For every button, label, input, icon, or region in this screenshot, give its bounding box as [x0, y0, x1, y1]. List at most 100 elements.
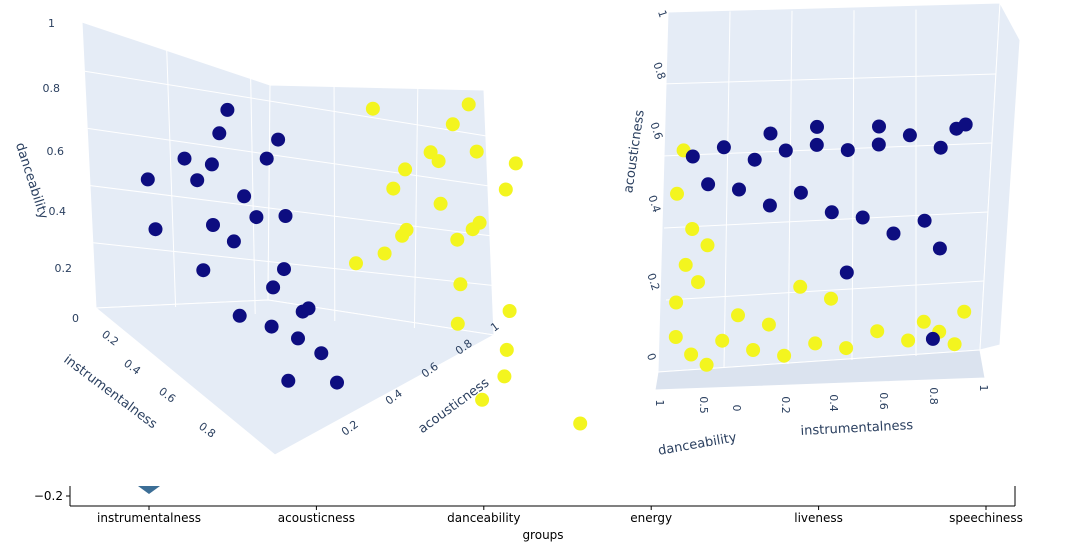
- data-point: [212, 126, 227, 141]
- data-point: [499, 342, 514, 357]
- data-point: [301, 301, 316, 316]
- data-point: [716, 140, 731, 155]
- data-point: [450, 316, 465, 331]
- data-point: [204, 157, 219, 172]
- data-point: [423, 145, 438, 160]
- data-point: [377, 246, 392, 261]
- z-tick-label: 0.6: [47, 145, 65, 158]
- data-point: [196, 263, 211, 278]
- x-tick-label: instrumentalness: [97, 511, 201, 525]
- data-point: [957, 304, 972, 319]
- data-point: [271, 132, 286, 147]
- z-tick-label: 1: [48, 17, 55, 30]
- x-tick-label: 0.4: [121, 357, 143, 378]
- x-tick-label: speechiness: [949, 511, 1023, 525]
- y-tick-label: 1: [653, 400, 666, 407]
- z-tick-label: 0: [644, 352, 659, 363]
- z-tick-label: 0: [72, 312, 79, 325]
- data-point: [870, 324, 885, 339]
- x-axis-label: groups: [522, 528, 563, 542]
- x-tick-label: 0.8: [196, 420, 218, 441]
- grid-line: [529, 131, 539, 370]
- data-point: [266, 280, 281, 295]
- side-wall: [979, 1, 1021, 351]
- data-point: [264, 319, 279, 334]
- grid-line: [565, 173, 575, 404]
- x-tick-label: energy: [630, 511, 672, 525]
- data-point: [433, 196, 448, 211]
- data-point: [872, 119, 886, 134]
- y-tick-label: 0.2: [339, 418, 361, 439]
- data-point: [763, 126, 778, 141]
- data-point: [839, 265, 854, 280]
- data-point: [855, 210, 870, 225]
- data-point: [902, 128, 917, 143]
- grid-line: [90, 185, 498, 238]
- data-point: [508, 156, 523, 171]
- z-tick-label: 0.4: [645, 194, 663, 215]
- data-point: [762, 198, 777, 213]
- data-point: [475, 392, 490, 407]
- data-point: [472, 215, 487, 230]
- data-point: [498, 182, 513, 197]
- x-tick-label: 0.6: [156, 385, 178, 406]
- data-point: [809, 137, 824, 152]
- data-point: [365, 101, 380, 116]
- data-point: [469, 144, 484, 159]
- data-point: [824, 291, 838, 306]
- data-point: [747, 152, 762, 167]
- data-point: [810, 119, 824, 134]
- data-point: [573, 416, 588, 431]
- data-point: [947, 337, 962, 352]
- data-point: [278, 209, 293, 223]
- x-tick-label: 0.2: [779, 396, 792, 414]
- data-point: [793, 185, 808, 200]
- data-point: [291, 331, 305, 346]
- grid-line: [333, 58, 336, 322]
- x-tick-label: danceability: [447, 511, 520, 525]
- x-tick-label: 0.6: [877, 392, 890, 410]
- grid-line: [165, 28, 177, 308]
- data-point: [399, 222, 414, 237]
- z-tick-label: 0.8: [650, 61, 668, 82]
- grid-line: [413, 73, 419, 329]
- data-point: [678, 257, 693, 272]
- data-point: [699, 357, 714, 372]
- data-point: [314, 346, 329, 361]
- data-point: [220, 102, 235, 117]
- y-axis-title-right: danceability: [657, 430, 738, 459]
- data-point: [691, 275, 705, 290]
- y-tick-label: −0.2: [34, 489, 63, 503]
- data-point: [669, 295, 684, 310]
- data-point: [349, 256, 363, 271]
- grid-line: [84, 70, 501, 139]
- data-point: [386, 181, 401, 196]
- back-wall-left: [81, 21, 271, 309]
- data-point: [450, 232, 465, 247]
- scene-right[interactable]: 0 0.2 0.4 0.6 0.8 1 0 0.2 0.4 0.6 0.8 1 0.5 1: [644, 1, 1021, 414]
- data-point: [226, 234, 241, 249]
- data-point: [281, 373, 296, 388]
- data-point: [206, 218, 220, 232]
- data-point: [777, 348, 792, 363]
- grid-line: [659, 73, 997, 85]
- data-point: [925, 331, 940, 346]
- data-point: [839, 341, 854, 356]
- data-point: [190, 173, 205, 188]
- grid-line: [93, 242, 496, 287]
- grid-line: [663, 211, 989, 229]
- data-point: [177, 151, 192, 166]
- data-point: [917, 213, 932, 228]
- x-tick-label: 1: [977, 385, 990, 392]
- z-tick-label: 0.4: [49, 205, 67, 218]
- data-point: [901, 333, 916, 348]
- z-axis-title-left: danceability: [12, 141, 51, 221]
- data-point: [700, 238, 715, 253]
- z-tick-label: 0.8: [43, 82, 61, 95]
- data-point: [808, 336, 823, 351]
- data-point: [668, 330, 683, 344]
- back-wall-right: [267, 84, 495, 336]
- data-point: [148, 222, 163, 237]
- grid-line: [249, 43, 256, 315]
